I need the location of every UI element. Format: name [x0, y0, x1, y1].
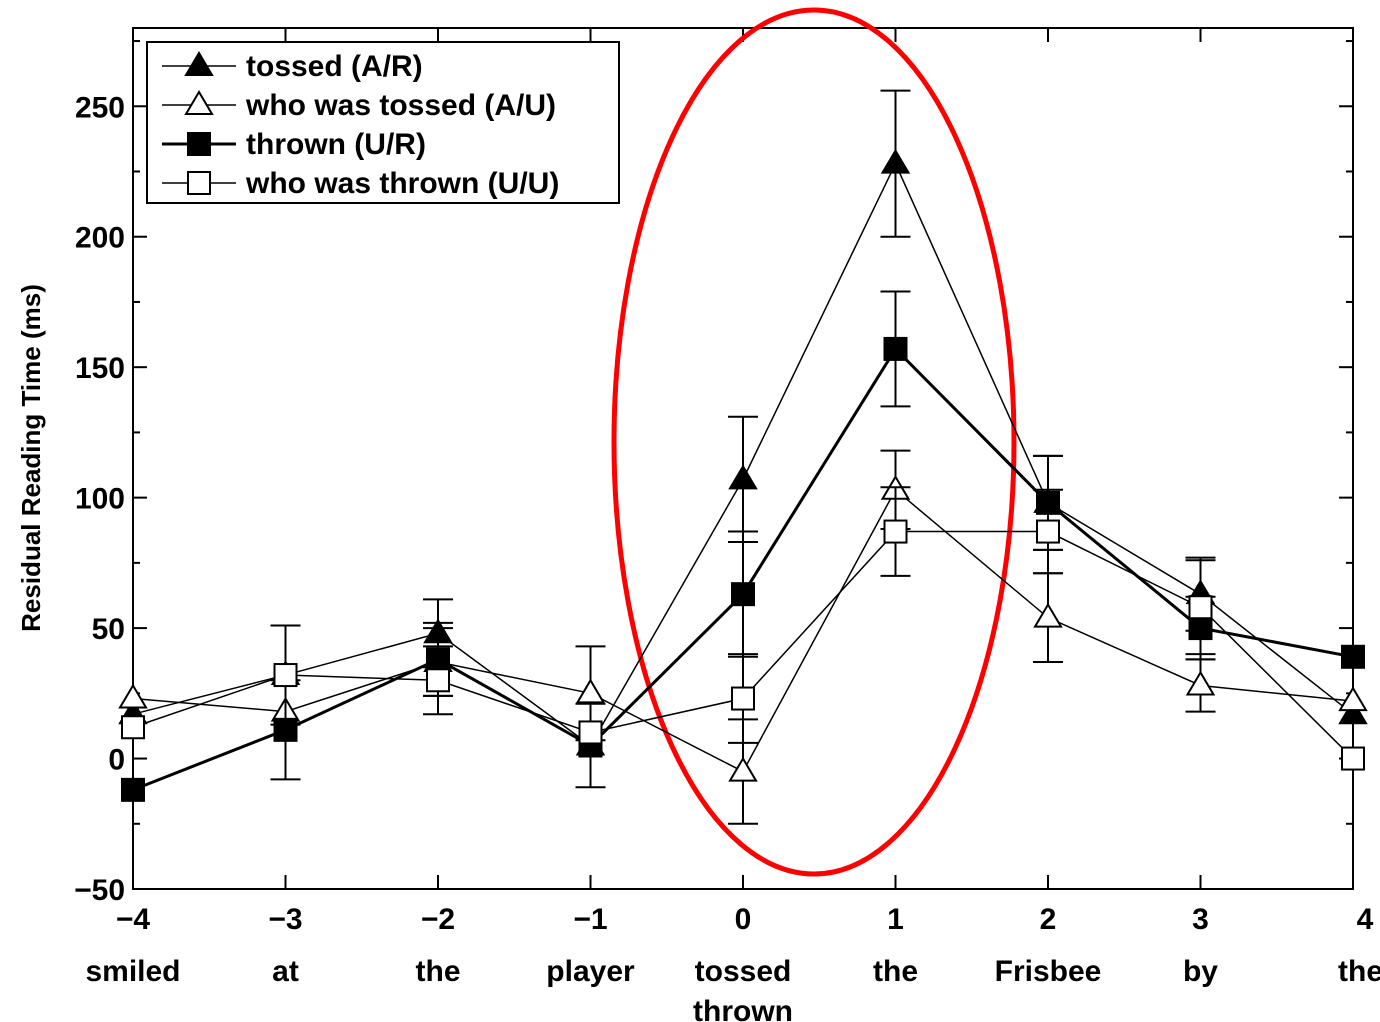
data-point	[883, 336, 908, 361]
x-tick-label: 2	[1040, 903, 1057, 936]
legend-marker	[187, 132, 211, 156]
data-point	[426, 668, 450, 693]
data-point	[121, 777, 145, 802]
x-tick-label: −1	[573, 903, 607, 936]
data-point	[578, 720, 603, 745]
x-tick-label: 1	[887, 903, 904, 936]
x-word-label: the	[873, 955, 918, 988]
x-tick-label: 3	[1192, 903, 1209, 936]
legend-marker	[187, 171, 211, 195]
x-word-label: at	[272, 955, 299, 988]
x-tick-label: −4	[116, 903, 151, 936]
legend-label: who was tossed (A/U)	[245, 89, 556, 122]
x-tick-label: 4	[1357, 903, 1374, 936]
legend-label: who was thrown (U/U)	[245, 167, 559, 200]
data-point	[1338, 686, 1368, 712]
y-tick-label: 100	[75, 483, 125, 516]
y-tick-label: −50	[74, 874, 125, 907]
y-axis-title: Residual Reading Time (ms)	[16, 284, 46, 632]
x-word-label: the	[1338, 955, 1380, 988]
series-4	[121, 486, 1365, 771]
data-point	[1033, 602, 1063, 628]
data-point	[728, 756, 758, 782]
legend-label: tossed (A/R)	[246, 50, 423, 83]
legend-box	[146, 41, 620, 204]
x-tick-label: −2	[421, 903, 455, 936]
data-point	[883, 519, 908, 544]
x-word-label: Frisbee	[995, 955, 1102, 988]
data-point	[731, 582, 755, 607]
data-point	[1188, 595, 1213, 620]
data-point	[1185, 670, 1216, 696]
y-tick-label: 250	[75, 91, 125, 124]
data-point	[728, 464, 758, 490]
data-point	[1341, 746, 1365, 771]
y-tick-label: 200	[75, 222, 125, 255]
x-tick-label: −3	[268, 903, 302, 936]
data-point	[273, 663, 298, 688]
data-point	[1338, 699, 1368, 725]
legend-label: thrown (U/R)	[246, 128, 426, 161]
x-word-label: the	[416, 955, 461, 988]
series-2	[118, 449, 1368, 825]
data-point	[575, 678, 606, 704]
series-layer	[118, 89, 1368, 825]
x-word-label: player	[546, 955, 635, 988]
x-word-label: smiled	[85, 955, 180, 988]
data-point	[731, 686, 755, 711]
x-word-label: tossed	[695, 955, 792, 988]
x-word-label: thrown	[693, 995, 793, 1022]
legend-marker	[184, 51, 214, 76]
y-tick-label: 150	[75, 352, 125, 385]
y-tick-label: 50	[92, 613, 125, 646]
highlight-layer	[611, 7, 1017, 877]
legend-marker	[184, 90, 214, 115]
x-tick-label: 0	[735, 903, 752, 936]
data-point	[1341, 644, 1365, 669]
x-word-label: by	[1183, 955, 1218, 988]
data-point	[121, 715, 145, 740]
highlight-ellipse	[611, 7, 1017, 877]
axes: −50 0 50 100 150 200 250 −4 smiled −3 at −2 the −1 pla…	[74, 27, 1380, 1022]
legend: tossed (A/R) who was tossed (A/U) thrown (…	[146, 41, 620, 204]
data-point	[880, 148, 911, 174]
data-point	[118, 683, 148, 709]
y-tick-label: 0	[108, 744, 125, 777]
data-point	[1036, 519, 1060, 544]
